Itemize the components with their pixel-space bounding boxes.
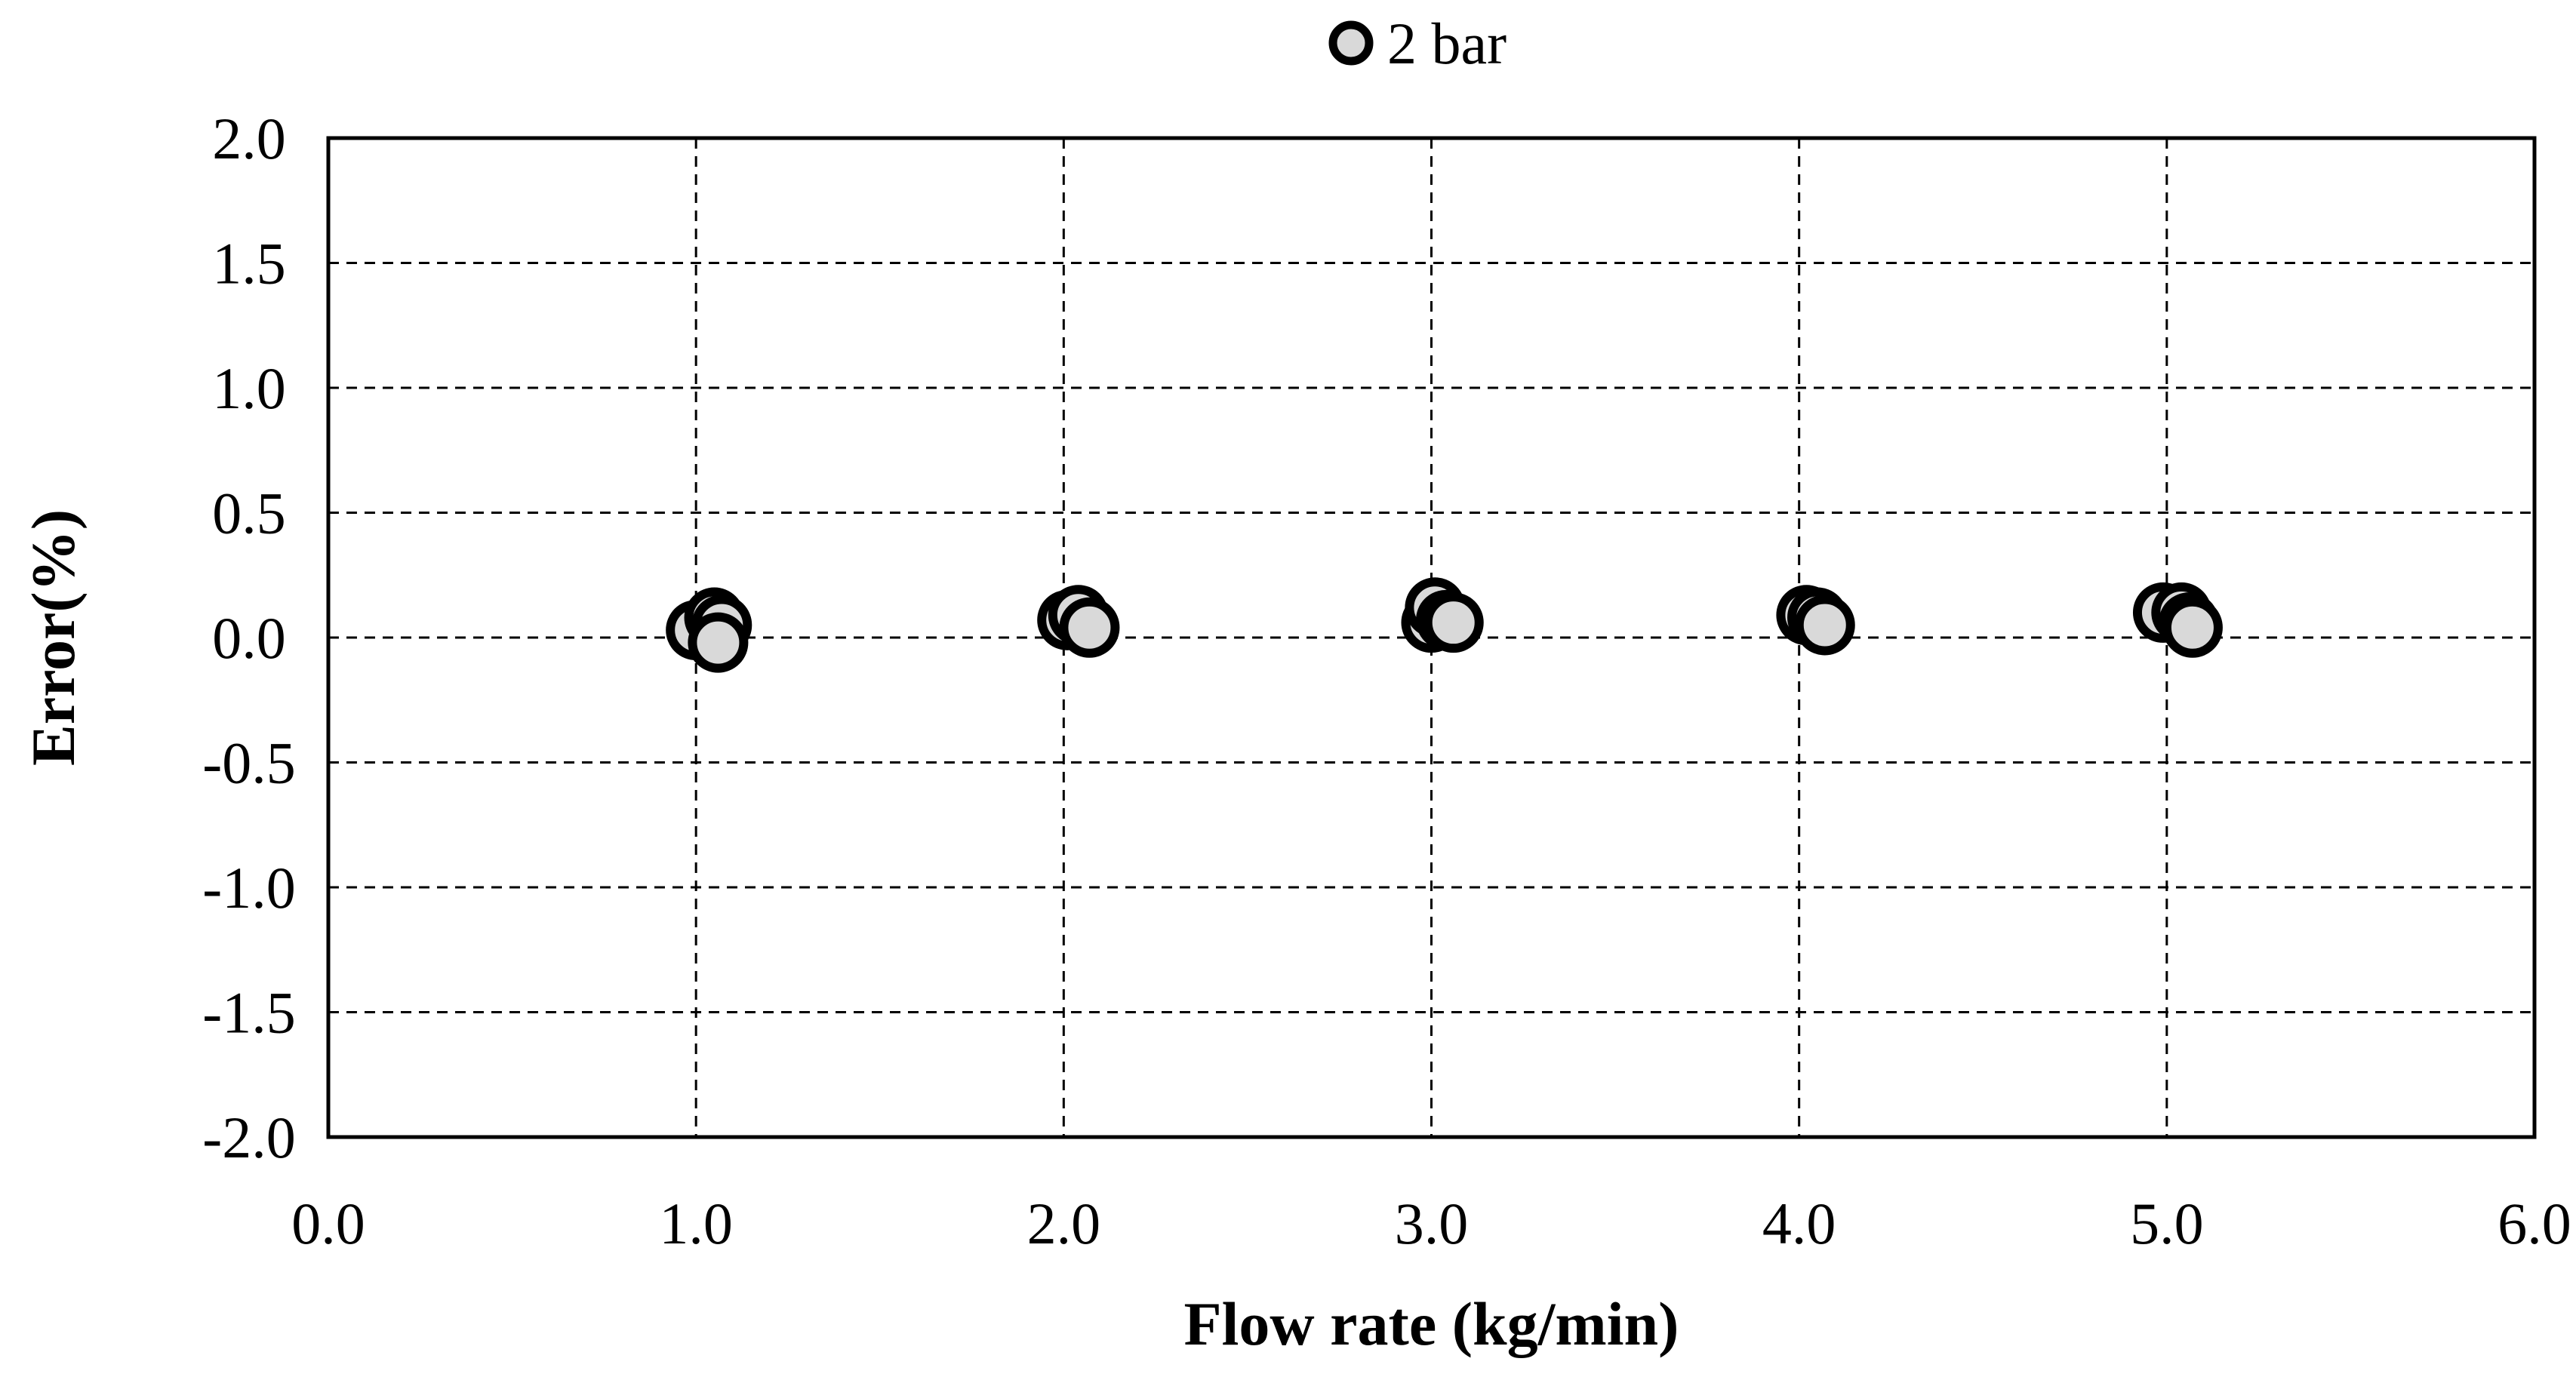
y-tick-label: 1.0 [212,355,286,421]
x-tick-label: 1.0 [659,1191,733,1256]
y-tick-label: 2.0 [212,106,286,171]
axis-tick-labels: -2.0 -1.5 -1.0 -0.5 0.0 0.5 1.0 1.5 2.0 0.0 1.0 2.0… [202,106,2571,1256]
data-point [1059,597,1120,658]
data-point [2162,597,2223,658]
y-tick-label: 0.0 [212,605,286,671]
data-point [1423,592,1484,653]
y-axis-title: Error(%) [19,509,88,766]
x-tick-label: 5.0 [2130,1191,2204,1256]
y-tick-label: -0.5 [202,730,295,796]
x-tick-label: 6.0 [2498,1191,2571,1256]
legend-marker-icon [1328,20,1374,66]
y-tick-label: -1.0 [202,855,295,921]
data-point [1794,595,1855,656]
data-points [666,577,2223,673]
x-tick-label: 4.0 [1762,1191,1836,1256]
data-point [688,612,749,673]
legend-label: 2 bar [1387,11,1507,76]
plot-area-frame [326,136,2537,1139]
y-tick-label: 0.5 [212,481,286,546]
x-axis-title: Flow rate (kg/min) [1184,1289,1679,1358]
x-tick-label: 2.0 [1027,1191,1101,1256]
y-tick-label: -1.5 [202,980,295,1046]
legend: 2 bar [1328,11,1507,76]
y-tick-label: -2.0 [202,1105,295,1170]
x-tick-label: 3.0 [1395,1191,1469,1256]
x-tick-label: 0.0 [291,1191,365,1256]
y-tick-label: 1.5 [212,231,286,297]
